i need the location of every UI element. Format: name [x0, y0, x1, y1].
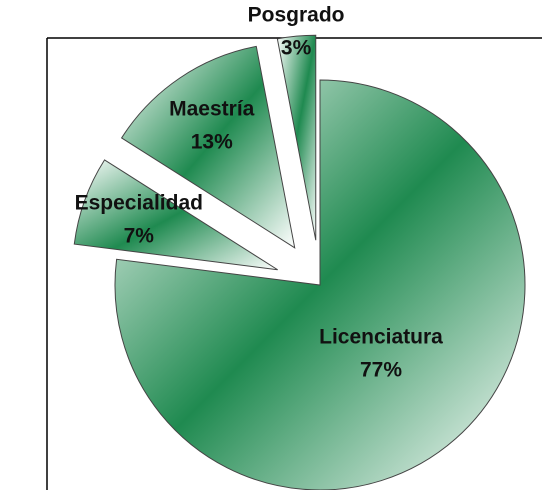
- slice-label: Licenciatura: [319, 326, 443, 349]
- pie-slice: [73, 159, 278, 271]
- pie-slice: [114, 79, 526, 490]
- pie-slice: [276, 34, 317, 241]
- slice-value-label: 7%: [124, 224, 155, 247]
- slice-value-label: 3%: [281, 37, 312, 60]
- slice-label: Posgrado: [248, 4, 345, 27]
- slice-label: Maestría: [169, 97, 255, 120]
- slice-label: Especialidad: [75, 191, 203, 214]
- slice-value-label: 13%: [191, 130, 233, 153]
- slice-value-label: 77%: [360, 359, 402, 382]
- pie-slice: [120, 45, 296, 249]
